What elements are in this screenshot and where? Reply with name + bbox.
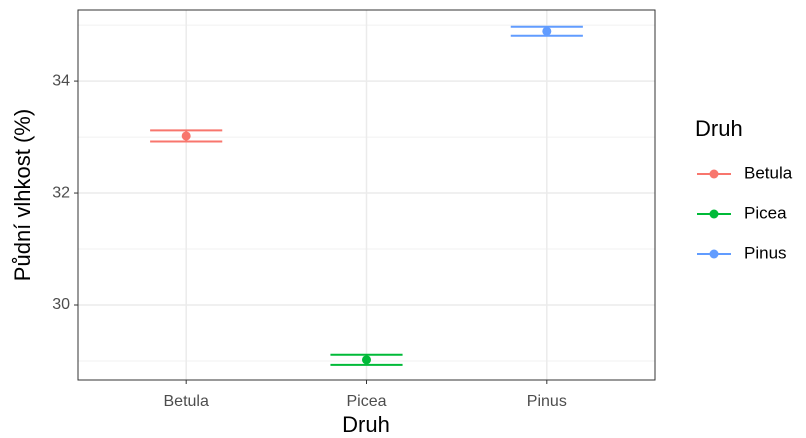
point	[181, 131, 191, 141]
x-tick-label: Picea	[346, 393, 386, 410]
legend-label: Betula	[744, 163, 793, 182]
x-axis-label: Druh	[342, 412, 390, 437]
legend-label: Pinus	[744, 243, 787, 262]
point	[542, 26, 552, 36]
legend-label: Picea	[744, 203, 787, 222]
legend-title: Druh	[695, 116, 743, 141]
y-tick-label: 34	[52, 72, 70, 89]
legend-key-point	[709, 209, 719, 219]
point	[362, 355, 371, 365]
legend-key-point	[709, 249, 719, 259]
y-tick-label: 30	[52, 296, 70, 313]
panel-border	[77, 9, 656, 381]
legend-key-point	[709, 169, 719, 179]
y-axis-label: Půdní vlhkost (%)	[10, 109, 35, 281]
y-tick-label: 32	[52, 184, 70, 201]
x-tick-label: Betula	[164, 393, 209, 410]
x-tick-label: Pinus	[527, 393, 567, 410]
